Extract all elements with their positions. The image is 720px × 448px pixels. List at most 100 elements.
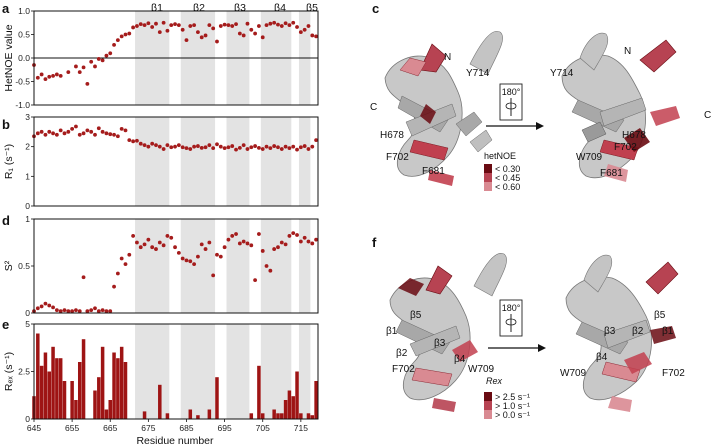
data-point (176, 143, 181, 148)
protein-structure-c-right (561, 32, 680, 182)
data-point (77, 70, 82, 74)
rex-legend-item-3: > 0.0 s⁻¹ (495, 410, 530, 420)
data-point (268, 268, 273, 273)
data-point (196, 144, 200, 148)
data-point (230, 24, 235, 28)
y-tick-label: 1.0 (18, 6, 30, 16)
label-f702-left: F702 (386, 152, 409, 163)
data-point (39, 304, 44, 309)
data-point (249, 145, 254, 150)
data-point (176, 250, 181, 255)
data-point (298, 239, 303, 244)
data-point (257, 232, 261, 236)
data-point (35, 75, 40, 80)
y-tick-label: 2.5 (18, 367, 30, 377)
panel-letter-e: e (2, 317, 9, 332)
x-tick-label: 695 (218, 423, 232, 433)
y-tick-label: 0 (25, 308, 30, 318)
data-point (188, 259, 193, 264)
data-point (306, 239, 311, 244)
data-point (74, 308, 78, 313)
bar (215, 377, 219, 419)
data-point (272, 247, 277, 251)
bar (272, 409, 276, 419)
rex-legend-swatch-light (484, 410, 492, 419)
data-point (196, 254, 200, 259)
bar (306, 413, 311, 419)
data-point (245, 147, 250, 151)
data-point (234, 147, 238, 152)
label-c-right: C (704, 110, 711, 121)
x-tick-label: 705 (256, 423, 270, 433)
data-point (142, 23, 147, 27)
data-point (222, 146, 227, 151)
bar (158, 384, 162, 419)
data-point (295, 233, 299, 237)
data-point (85, 81, 90, 86)
label-b3-right: β3 (604, 326, 616, 337)
data-point (272, 20, 277, 25)
panel-letter-b: b (2, 117, 10, 132)
label-f681-right: F681 (600, 168, 623, 179)
structure-f-labels: β5 β1 β2 β3 β4 F702 W709 β5 β3 β2 β1 β4 … (386, 310, 685, 379)
bar (249, 413, 254, 419)
data-point (146, 144, 151, 149)
data-point (58, 309, 63, 314)
data-point (115, 38, 120, 43)
data-point (123, 128, 128, 133)
data-point (85, 128, 90, 133)
data-point (131, 25, 136, 30)
data-point (226, 145, 231, 150)
bar (104, 409, 109, 419)
data-point (184, 258, 189, 263)
x-axis-title: Residue number (136, 435, 214, 447)
data-point (96, 126, 101, 131)
data-point (241, 239, 246, 244)
data-point (283, 144, 288, 149)
x-tick-label: 675 (141, 423, 155, 433)
data-point (96, 309, 101, 314)
data-point (218, 254, 223, 259)
hetnoe-legend-item-3: < 0.60 (495, 182, 520, 192)
data-point (218, 24, 223, 28)
data-point (314, 237, 318, 242)
data-point (104, 131, 109, 136)
data-point (215, 142, 219, 147)
data-point (104, 309, 109, 314)
data-point (146, 237, 151, 242)
legend-swatch-light (484, 182, 492, 191)
bar (299, 413, 303, 419)
y-tick-label: 1 (25, 214, 30, 224)
data-point (234, 232, 238, 236)
data-point (58, 128, 63, 133)
data-point (39, 129, 44, 134)
data-point (89, 59, 94, 64)
label-b5-left: β5 (410, 310, 422, 321)
data-point (150, 141, 155, 146)
data-point (93, 306, 97, 311)
data-point (302, 144, 307, 148)
strand-shade (180, 324, 216, 419)
data-point (119, 126, 124, 131)
label-y714-right: Y714 (550, 68, 574, 79)
data-point (283, 242, 288, 247)
label-f702-right: F702 (614, 142, 637, 153)
data-point (230, 144, 235, 148)
label-b1-left: β1 (386, 326, 398, 337)
data-point (276, 145, 280, 150)
label-h678-left: H678 (380, 130, 404, 141)
data-point (245, 241, 250, 246)
bar (70, 381, 74, 419)
y-tick-label: 0 (25, 414, 30, 424)
data-point (154, 247, 158, 251)
data-point (207, 240, 212, 245)
data-point (169, 145, 174, 150)
data-point (115, 271, 120, 276)
data-point (66, 129, 71, 134)
data-point (108, 51, 113, 56)
y-tick-label: 0.5 (18, 261, 30, 271)
data-point (119, 256, 124, 261)
data-point (127, 252, 132, 257)
strand-shade (180, 117, 216, 206)
